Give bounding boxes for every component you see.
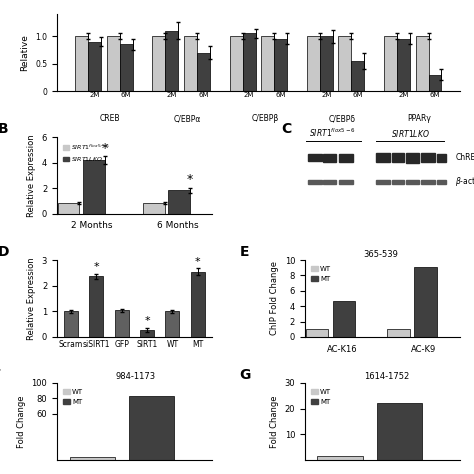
Bar [140,330,154,337]
Bar [421,153,435,163]
Text: AC-K9: AC-K9 [411,346,436,355]
Bar [168,190,190,214]
Bar [392,180,404,183]
Bar [421,180,435,183]
Bar [318,456,363,460]
Text: D: D [0,245,9,259]
Bar [377,403,422,460]
Bar [320,36,333,91]
Text: G: G [240,368,251,382]
Bar [274,39,287,91]
Bar [70,457,115,460]
Bar [165,311,180,337]
Legend: WT, MT: WT, MT [308,264,334,284]
Text: $\beta$-actin: $\beta$-actin [455,175,474,188]
Bar [339,180,353,183]
Bar [323,154,336,162]
Text: 365-539: 365-539 [364,249,399,258]
Text: 2 Months: 2 Months [72,221,113,230]
Bar [406,153,419,163]
Bar [89,276,103,337]
Bar [437,180,446,183]
Text: *: * [187,173,193,186]
Text: *: * [102,142,108,155]
Text: CREB: CREB [100,114,120,123]
Bar [191,272,205,337]
Bar [323,180,336,183]
Bar [129,396,174,460]
Bar [306,329,328,337]
Text: E: E [240,245,249,259]
Bar [261,36,274,91]
Text: *: * [93,262,99,272]
Y-axis label: Fold Change: Fold Change [17,395,26,447]
Bar [307,36,320,91]
Text: B: B [0,122,9,137]
Bar [243,34,255,91]
Bar [184,36,197,91]
Text: PPARγ: PPARγ [407,114,431,123]
Text: 6 Months: 6 Months [156,221,198,230]
Bar [414,267,437,337]
Text: AC-K16: AC-K16 [327,346,357,355]
Bar [384,36,397,91]
Text: ChREBP: ChREBP [455,154,474,163]
Bar [397,39,410,91]
Bar [392,153,404,163]
Bar [83,160,105,214]
Legend: $SIRT1^{flox5-6}$, $SIRT1LKO$: $SIRT1^{flox5-6}$, $SIRT1LKO$ [60,140,112,166]
Bar [153,36,165,91]
Y-axis label: Relative: Relative [20,34,29,71]
Bar [338,36,351,91]
Bar [376,153,390,163]
Legend: WT, MT: WT, MT [308,386,334,408]
Bar [230,36,243,91]
Legend: WT, MT: WT, MT [60,386,86,408]
Bar [115,310,128,337]
Text: 984-1173: 984-1173 [116,373,156,382]
Bar [333,301,356,337]
Bar [88,42,101,91]
Y-axis label: Fold Change: Fold Change [270,395,279,447]
Bar [376,180,390,183]
Bar [308,155,322,161]
Text: *: * [195,257,201,267]
Bar [64,311,78,337]
Text: F: F [0,368,1,382]
Text: 1614-1752: 1614-1752 [364,373,409,382]
Bar [119,45,133,91]
Text: C/EBPα: C/EBPα [174,114,201,123]
Bar [428,74,441,91]
Bar [197,53,210,91]
Text: *: * [144,316,150,327]
Bar [107,36,119,91]
Bar [351,61,364,91]
Bar [387,329,410,337]
Bar [339,154,353,162]
Text: C/EBPδ: C/EBPδ [328,114,356,123]
Text: C/EBPβ: C/EBPβ [251,114,278,123]
Bar [406,180,419,183]
Bar [75,36,88,91]
Y-axis label: Relative Expression: Relative Expression [27,257,36,340]
Y-axis label: Relative Expression: Relative Expression [27,134,36,217]
Y-axis label: ChIP Fold Change: ChIP Fold Change [270,262,279,336]
Bar [143,203,164,214]
Bar [308,180,322,183]
Text: $SIRT1LKO$: $SIRT1LKO$ [391,128,429,139]
Bar [416,36,428,91]
Text: C: C [282,122,292,137]
Bar [58,203,79,214]
Text: $SIRT1^{flox5-6}$: $SIRT1^{flox5-6}$ [310,127,356,139]
Bar [437,154,446,162]
Bar [165,31,178,91]
